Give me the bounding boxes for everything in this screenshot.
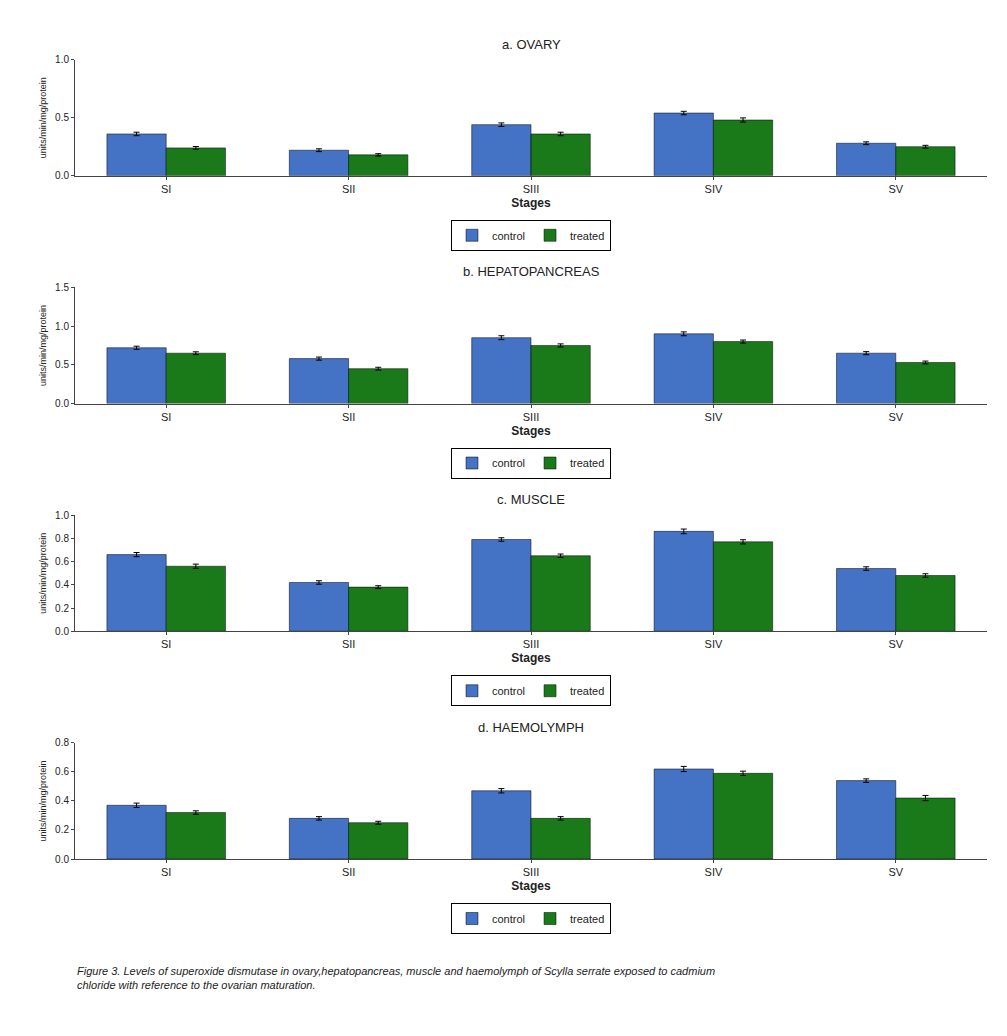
svg-text:SIII: SIII [523, 183, 540, 195]
svg-text:control: control [492, 457, 525, 469]
svg-text:SII: SII [342, 183, 355, 195]
svg-text:c. MUSCLE: c. MUSCLE [497, 492, 565, 507]
svg-text:0.6: 0.6 [55, 556, 69, 567]
svg-text:control: control [492, 913, 525, 925]
svg-text:0.0: 0.0 [55, 626, 69, 637]
svg-text:0.2: 0.2 [55, 824, 69, 835]
svg-text:SV: SV [888, 183, 903, 195]
svg-text:0.8: 0.8 [55, 533, 69, 544]
svg-text:1.5: 1.5 [55, 282, 69, 293]
svg-text:a. OVARY: a. OVARY [502, 37, 561, 52]
svg-text:Stages: Stages [511, 424, 551, 438]
svg-text:SIII: SIII [523, 866, 540, 878]
svg-text:0.6: 0.6 [55, 766, 69, 777]
svg-text:SI: SI [161, 411, 171, 423]
svg-text:SIII: SIII [523, 411, 540, 423]
svg-text:0.4: 0.4 [55, 579, 69, 590]
svg-text:SI: SI [161, 866, 171, 878]
svg-text:SV: SV [888, 411, 903, 423]
svg-text:units/min/mg/protein: units/min/mg/protein [38, 77, 48, 158]
svg-text:0.0: 0.0 [55, 398, 69, 409]
svg-text:SIV: SIV [705, 411, 723, 423]
svg-text:SIV: SIV [705, 183, 723, 195]
svg-text:SII: SII [342, 411, 355, 423]
svg-text:treated: treated [570, 685, 604, 697]
svg-text:SI: SI [161, 638, 171, 650]
svg-text:Stages: Stages [511, 651, 551, 665]
svg-text:units/min/mg/protein: units/min/mg/protein [38, 760, 48, 841]
svg-text:SI: SI [161, 183, 171, 195]
svg-text:SIV: SIV [705, 866, 723, 878]
svg-text:0.5: 0.5 [55, 359, 69, 370]
svg-text:0.5: 0.5 [55, 112, 69, 123]
svg-text:units/min/mg/protein: units/min/mg/protein [38, 305, 48, 386]
svg-text:SII: SII [342, 638, 355, 650]
svg-text:treated: treated [570, 913, 604, 925]
svg-text:SII: SII [342, 866, 355, 878]
svg-text:0.4: 0.4 [55, 795, 69, 806]
svg-text:treated: treated [570, 230, 604, 242]
svg-text:1.0: 1.0 [55, 321, 69, 332]
svg-text:control: control [492, 230, 525, 242]
svg-text:SV: SV [888, 638, 903, 650]
svg-text:1.0: 1.0 [55, 54, 69, 65]
svg-text:SV: SV [888, 866, 903, 878]
svg-text:Figure 3. Levels of superoxide: Figure 3. Levels of superoxide dismutase… [77, 965, 715, 991]
svg-text:0.2: 0.2 [55, 603, 69, 614]
svg-text:Stages: Stages [511, 196, 551, 210]
svg-text:0.8: 0.8 [55, 737, 69, 748]
svg-text:b. HEPATOPANCREAS: b. HEPATOPANCREAS [463, 264, 600, 279]
svg-text:SIII: SIII [523, 638, 540, 650]
svg-text:1.0: 1.0 [55, 510, 69, 521]
svg-text:SIV: SIV [705, 638, 723, 650]
svg-text:d. HAEMOLYMPH: d. HAEMOLYMPH [478, 720, 584, 735]
svg-text:0.0: 0.0 [55, 170, 69, 181]
svg-text:units/min/mg/protein: units/min/mg/protein [38, 533, 48, 614]
svg-text:treated: treated [570, 457, 604, 469]
svg-text:Stages: Stages [511, 879, 551, 893]
svg-text:0.0: 0.0 [55, 854, 69, 865]
svg-text:control: control [492, 685, 525, 697]
